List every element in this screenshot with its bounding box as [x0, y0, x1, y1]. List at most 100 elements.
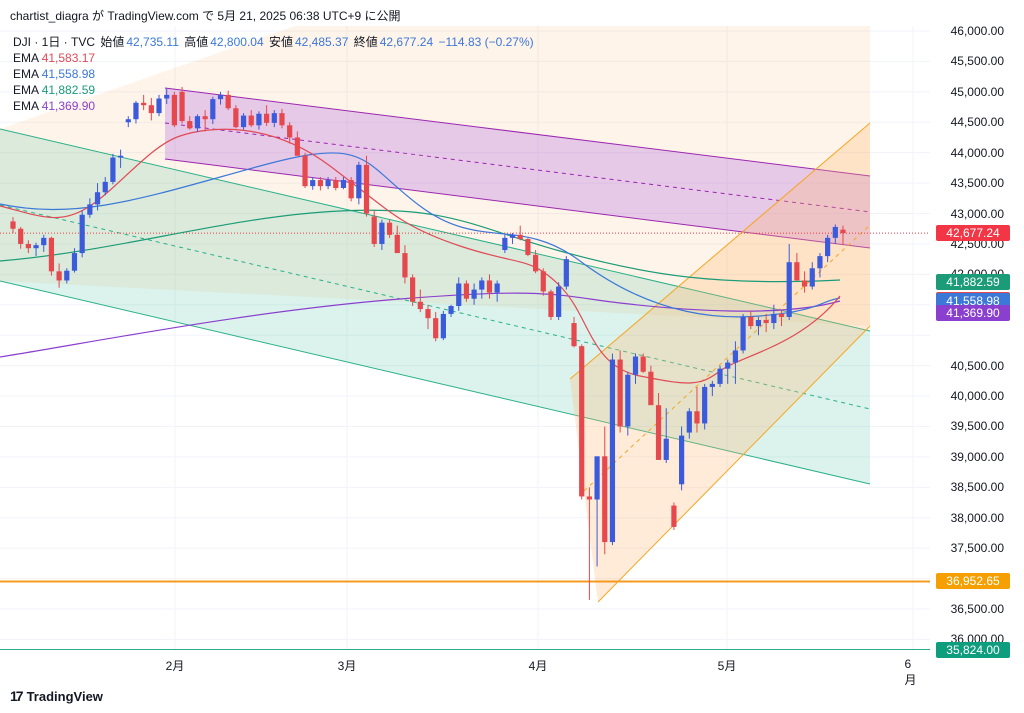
- candle-body: [663, 438, 669, 460]
- price-tick-label: 38,500.00: [950, 480, 1004, 495]
- candle-body: [156, 98, 162, 114]
- candle-body: [125, 119, 131, 123]
- candle-body: [394, 234, 400, 254]
- candle-body: [379, 222, 385, 244]
- purple-channel-mid: [164, 122, 871, 213]
- candle-body: [141, 102, 147, 106]
- ema-row-3[interactable]: EMA 41,882.59: [13, 82, 536, 98]
- candle-body: [740, 316, 746, 351]
- ema-row-1[interactable]: EMA 41,583.17: [13, 50, 536, 66]
- candle-body: [356, 164, 362, 199]
- orange-channel-upper: [569, 122, 871, 380]
- candle-body: [509, 234, 516, 238]
- purple-channel-lower: [164, 158, 871, 249]
- candle-body: [194, 116, 201, 129]
- orange-channel-lower: [597, 325, 871, 603]
- candle-body: [41, 237, 47, 246]
- candle-body: [640, 356, 646, 372]
- candle-body: [71, 253, 78, 271]
- candle-body: [694, 411, 700, 424]
- candle-body: [225, 94, 231, 109]
- candle-body: [110, 157, 116, 182]
- time-axis[interactable]: 2月 3月 4月 5月 6月: [0, 652, 930, 687]
- ema-label: EMA: [13, 99, 39, 113]
- candle-body: [287, 125, 293, 138]
- candle-body: [571, 323, 577, 347]
- candle-body: [594, 456, 600, 500]
- candle-body: [33, 245, 39, 249]
- candle-body: [717, 368, 723, 384]
- price-tick-label: 40,000.00: [950, 389, 1004, 404]
- candle-body: [494, 283, 500, 293]
- candle-body: [94, 192, 101, 205]
- price-tag: 42,677.24: [936, 225, 1010, 242]
- ema-label: EMA: [13, 51, 39, 65]
- candle-body: [778, 313, 785, 317]
- price-tick-label: 44,000.00: [950, 145, 1004, 160]
- month-label: 3月: [337, 659, 357, 673]
- ema-label: EMA: [13, 67, 39, 81]
- candle-body: [440, 313, 446, 339]
- candle-body: [563, 259, 569, 287]
- candle-body: [486, 280, 493, 293]
- candle-body: [386, 222, 393, 235]
- price-tick-label: 45,500.00: [950, 54, 1004, 69]
- candle-body: [56, 271, 62, 281]
- price-chart[interactable]: [0, 26, 930, 650]
- ema-row-4[interactable]: EMA 41,369.90: [13, 98, 536, 114]
- candle-body: [725, 362, 731, 369]
- candle-body: [264, 113, 270, 123]
- candle-body: [333, 180, 339, 188]
- upper-orange-channel: [0, 26, 870, 326]
- open-value: 42,735.11: [126, 35, 179, 49]
- candle-body: [817, 256, 823, 269]
- chart-canvas[interactable]: [0, 26, 930, 650]
- tradingview-brand[interactable]: 17 TradingView: [10, 688, 103, 704]
- candle-body: [602, 456, 608, 543]
- price-axis[interactable]: 46,000.00 45,500.00 45,000.00 44,500.00 44,0…: [930, 24, 1024, 659]
- price-tick-label: 43,000.00: [950, 206, 1004, 221]
- symbol-label[interactable]: DJI · 1日 · TVC: [13, 35, 96, 49]
- candle-body: [164, 94, 170, 99]
- candle-body: [632, 356, 639, 375]
- candle-body: [79, 214, 85, 254]
- orange-channel-fill: [570, 123, 870, 602]
- candle-body: [433, 318, 439, 339]
- candle-body: [540, 271, 546, 292]
- price-tag: 36,952.65: [936, 573, 1010, 590]
- candle-body: [348, 180, 354, 199]
- candle-body: [832, 226, 838, 238]
- low-label: 安値: [268, 35, 293, 49]
- brand-name: TradingView: [26, 688, 103, 704]
- candle-body: [579, 346, 585, 497]
- candle-body: [18, 228, 24, 244]
- price-tick-label: 45,000.00: [950, 84, 1004, 99]
- candle-body: [102, 181, 108, 193]
- candle-body: [117, 155, 124, 158]
- teal-channel-mid: [0, 204, 871, 410]
- candle-body: [425, 309, 431, 319]
- candle-body: [10, 221, 16, 229]
- ema-row-2[interactable]: EMA 41,558.98: [13, 66, 536, 82]
- candle-body: [417, 301, 423, 310]
- candle-body: [64, 270, 70, 281]
- candle-body: [325, 180, 331, 187]
- candle-body: [171, 94, 177, 126]
- month-label: 5月: [717, 659, 737, 673]
- candle-body: [502, 237, 508, 251]
- price-tick-label: 39,500.00: [950, 419, 1004, 434]
- ema-red-line: [0, 128, 841, 384]
- ema-value: 41,882.59: [41, 83, 96, 97]
- month-label: 2月: [165, 659, 185, 673]
- price-tag: 41,369.90: [936, 304, 1010, 321]
- candle-body: [448, 306, 454, 314]
- candle-body: [410, 277, 416, 302]
- candle-body: [825, 237, 831, 257]
- candle-body: [748, 316, 754, 327]
- candle-body: [317, 180, 324, 187]
- price-tag: 41,882.59: [936, 273, 1010, 290]
- candle-body: [202, 116, 208, 120]
- candle-body: [302, 155, 308, 187]
- low-value: 42,485.37: [294, 35, 349, 49]
- candle-body: [801, 280, 808, 287]
